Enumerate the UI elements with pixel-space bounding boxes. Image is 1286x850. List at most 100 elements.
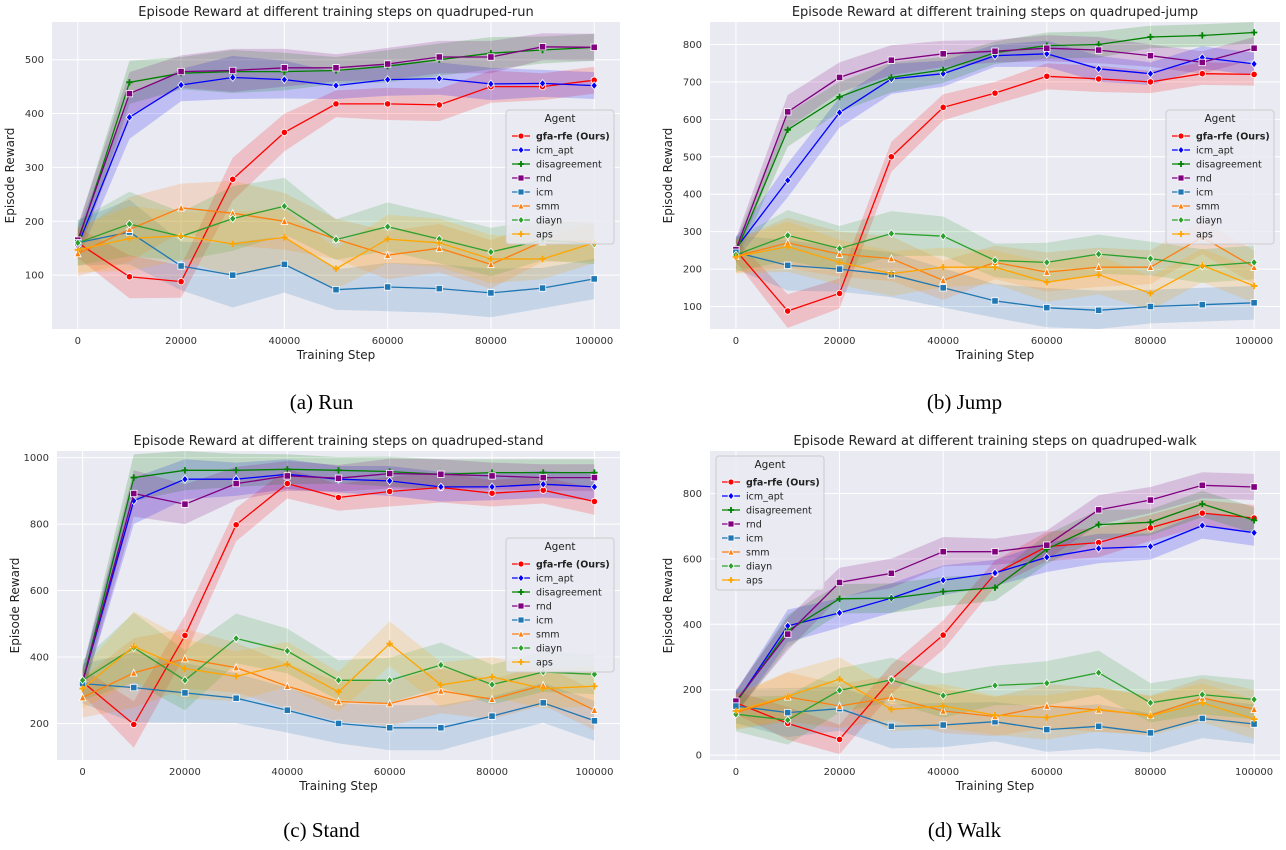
caption-stand: (c) Stand [283, 818, 360, 842]
legend-marker [517, 132, 525, 140]
data-point-icm-apt [939, 575, 947, 585]
x-axis-label: Training Step [298, 779, 378, 793]
data-point-aps [784, 693, 791, 700]
data-point-icm-apt [991, 568, 999, 578]
data-point-aps [384, 235, 391, 243]
series-aps [79, 640, 598, 696]
data-point-gfa-rfe-ours [835, 289, 844, 298]
legend-marker [518, 161, 524, 167]
data-point-diayn [1094, 668, 1103, 678]
data-point-rnd [784, 108, 792, 116]
x-tick-label: 20000 [165, 336, 197, 347]
data-point-smm [181, 654, 189, 663]
data-point-rnd [1095, 506, 1103, 514]
data-point-disagreement [1095, 521, 1102, 528]
data-point-smm [435, 243, 444, 252]
chart-title: Episode Reward at different training ste… [134, 434, 544, 449]
data-point-rnd [939, 548, 947, 556]
data-point-aps [991, 712, 999, 719]
data-point-rnd [232, 479, 240, 488]
data-point-icm-apt [1146, 69, 1155, 79]
data-point-rnd [332, 64, 340, 72]
data-point-aps [732, 253, 740, 260]
data-point-diayn [835, 244, 844, 253]
legend-box [1165, 109, 1275, 245]
legend: Agent gfa-rfe (Ours) icm_apt disagreement rn… [505, 537, 615, 673]
legend-marker [1178, 231, 1184, 237]
data-point-disagreement [335, 467, 342, 474]
legend-box [505, 537, 615, 673]
legend-marker [1177, 188, 1185, 196]
legend-label-gfa-rfe-ours: gfa-rfe (Ours) [536, 132, 610, 143]
legend-marker [727, 478, 735, 486]
data-point-diayn [1043, 678, 1051, 688]
legend-label-gfa-rfe-ours: gfa-rfe (Ours) [746, 478, 820, 489]
y-tick-label: 700 [683, 77, 702, 88]
data-point-icm [1250, 299, 1258, 307]
x-tick-label: 0 [733, 767, 739, 778]
data-point-diayn [280, 201, 289, 211]
data-point-icm [437, 724, 445, 732]
data-point-disagreement [1199, 500, 1206, 508]
x-tick-label: 60000 [372, 336, 404, 347]
y-tick-label: 200 [25, 217, 44, 228]
legend-label-icm-apt: icm_apt [1196, 146, 1234, 157]
legend-label-icm: icm [536, 188, 553, 199]
chart-title: Episode Reward at different training ste… [138, 5, 533, 20]
data-point-smm [437, 686, 445, 695]
data-point-rnd [1043, 44, 1051, 52]
data-point-aps [784, 243, 791, 250]
data-point-diayn [887, 229, 896, 238]
y-tick-label: 200 [30, 719, 49, 730]
data-point-icm [1095, 306, 1103, 314]
data-point-diayn [181, 675, 189, 685]
data-point-icm [435, 285, 443, 293]
data-point-aps [181, 665, 189, 672]
data-point-disagreement [284, 466, 291, 473]
y-axis-label: Episode Reward [3, 128, 17, 224]
data-point-disagreement [1250, 29, 1258, 36]
data-point-icm-apt [383, 75, 392, 85]
data-point-icm-apt [538, 78, 547, 88]
legend-marker [517, 629, 525, 638]
data-point-icm-apt [385, 476, 394, 486]
legend-marker [517, 602, 525, 610]
legend-marker [517, 188, 525, 196]
chart-panel-2: 0 20000 40000 60000 80000 100000 100 200 300 400 5… [661, 5, 1280, 362]
y-tick-label: 500 [683, 152, 702, 163]
data-point-smm [177, 203, 185, 212]
data-point-diayn [1146, 698, 1155, 708]
data-point-icm [386, 724, 394, 732]
chart-panel-3: 0 20000 40000 60000 80000 100000 200 400 600 800 1… [8, 434, 620, 793]
data-point-disagreement [991, 584, 999, 591]
data-point-rnd [991, 548, 999, 556]
band-diayn [82, 612, 595, 711]
legend-label-icm: icm [536, 616, 553, 627]
data-point-diayn [125, 219, 134, 229]
data-point-diayn [784, 715, 792, 725]
data-point-diayn [1198, 690, 1206, 700]
x-tick-label: 0 [75, 336, 81, 347]
data-point-icm [939, 721, 947, 729]
data-point-aps [130, 643, 137, 650]
data-point-smm [1094, 262, 1103, 271]
x-tick-label: 60000 [1031, 767, 1063, 778]
legend-marker [727, 534, 735, 542]
y-tick-label: 100 [25, 271, 44, 282]
data-point-smm [590, 705, 599, 714]
legend-label-diayn: diayn [746, 562, 772, 573]
data-point-diayn [732, 709, 740, 719]
data-point-diayn [487, 247, 495, 257]
data-point-icm [177, 262, 185, 270]
data-point-icm-apt [1250, 528, 1258, 538]
legend-marker [517, 616, 525, 624]
data-point-icm-apt [1198, 521, 1206, 530]
data-point-aps [1199, 262, 1206, 269]
data-point-rnd [887, 569, 895, 577]
legend-title: Agent [754, 459, 785, 471]
data-point-icm [181, 689, 189, 697]
data-point-rnd [487, 53, 495, 61]
legend-marker [1177, 145, 1185, 155]
y-tick-label: 500 [25, 55, 44, 66]
data-point-aps [437, 681, 445, 689]
